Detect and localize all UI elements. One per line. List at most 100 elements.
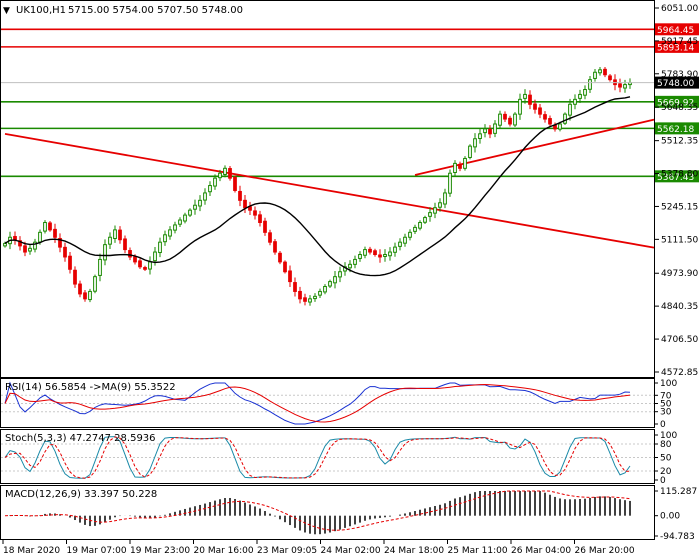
candle [478, 128, 482, 144]
ma-line [4, 96, 631, 277]
macd-tick-label: 115.287 [660, 487, 697, 497]
candle [368, 246, 372, 255]
candle-body [293, 282, 297, 292]
candle [83, 289, 87, 302]
candle-body [418, 221, 422, 229]
candle [178, 217, 182, 228]
level-price-label: 5893.14 [657, 43, 694, 53]
candle [618, 78, 622, 93]
candle-body [623, 84, 627, 89]
price-tick-label: 6051.00 [661, 4, 698, 14]
candle-body [528, 94, 532, 105]
candle [243, 195, 247, 214]
candle-body [113, 229, 117, 239]
candle-body [228, 168, 232, 179]
candle-body [268, 232, 272, 243]
candle-body [78, 283, 82, 295]
stoch-title: Stoch(5,3,3) 47.2747 28.5936 [5, 433, 156, 444]
candle-body [618, 83, 622, 88]
candle-body [303, 297, 307, 302]
candle-body [488, 128, 492, 135]
candle-body [458, 163, 462, 169]
stoch-tick-label: 100 [660, 431, 677, 441]
candle-body [208, 185, 212, 193]
candle [388, 247, 392, 261]
candle [63, 242, 67, 262]
time-tick-label: 19 Mar 23:00 [130, 546, 190, 556]
candle [373, 248, 377, 257]
candle-body [508, 117, 512, 125]
candle [223, 165, 227, 178]
candle-body [363, 249, 367, 256]
candle-body [13, 236, 17, 241]
candle [58, 233, 62, 253]
time-tick-label: 24 Mar 02:00 [321, 546, 381, 556]
candle [33, 238, 37, 253]
level-price-label: 5562.18 [657, 125, 694, 135]
candle [18, 236, 22, 251]
moving-average [4, 96, 631, 277]
candle-body [523, 93, 527, 99]
candle-body [493, 123, 497, 134]
candle [563, 112, 567, 126]
candle-body [238, 190, 242, 201]
candle-body [538, 107, 542, 115]
candle [528, 90, 532, 110]
candle [218, 169, 222, 182]
candle [548, 115, 552, 128]
candle-body [283, 261, 287, 273]
candle [408, 229, 412, 241]
rsi-ma-line [4, 383, 631, 423]
candle [383, 249, 387, 262]
candle-body [478, 133, 482, 140]
candle-body [368, 248, 372, 253]
candle-body [498, 113, 502, 126]
candle-body [58, 237, 62, 248]
candle [398, 238, 402, 251]
candle [533, 99, 537, 114]
candle [288, 265, 292, 288]
candle [603, 66, 607, 78]
candle [578, 89, 582, 103]
stoch-tick-label: 0 [660, 476, 666, 486]
time-axis: 18 Mar 2020 19 Mar 07:00 19 Mar 23:00 20 Ma… [2, 540, 635, 556]
candle-body [583, 89, 587, 96]
candle-body [98, 258, 102, 276]
candle-body [543, 114, 547, 120]
candle [263, 217, 267, 236]
candle-body [3, 242, 7, 247]
candle [298, 286, 302, 304]
price-tick-label: 5917.45 [661, 37, 698, 47]
candle [583, 85, 587, 100]
candle [228, 166, 232, 181]
level-price-label: 5669.92 [657, 98, 694, 108]
candle [118, 226, 122, 244]
candle-body [403, 236, 407, 244]
rsi-line [4, 381, 631, 425]
candle [78, 280, 82, 298]
candle [543, 111, 547, 123]
current-price-label: 5748.00 [657, 79, 694, 89]
candle-body [608, 75, 612, 81]
candle [453, 160, 457, 176]
candle [188, 208, 192, 218]
level-price-tag [655, 40, 699, 53]
candle [363, 246, 367, 259]
candle-body [178, 219, 182, 225]
candle [588, 75, 592, 93]
candle [493, 120, 497, 138]
candle-body [483, 128, 487, 134]
candle-body [473, 138, 477, 148]
candle [233, 175, 237, 193]
candle-body [413, 226, 417, 232]
candle [518, 93, 522, 120]
level-price-tag [655, 95, 699, 108]
candle-body [318, 290, 322, 296]
candle-body [103, 244, 107, 261]
candle [278, 251, 282, 265]
current-price-tag [655, 76, 699, 89]
candle [113, 225, 117, 243]
candle-body [273, 241, 277, 253]
price-panel-frame [0, 0, 655, 378]
level-price-label: 5367.43 [657, 173, 694, 183]
